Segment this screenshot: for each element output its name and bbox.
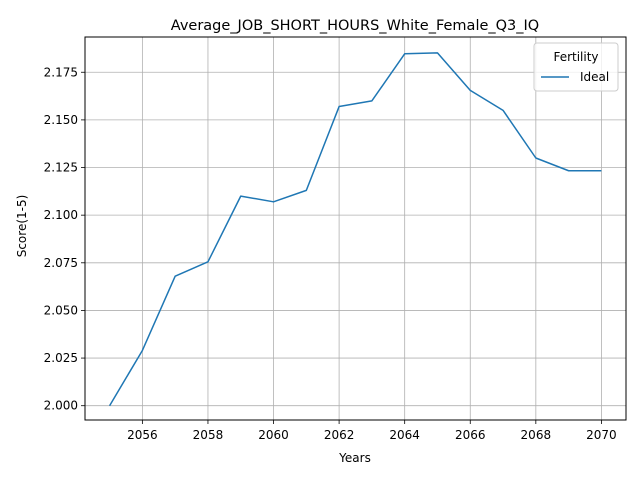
y-tick-label: 2.150 [44,113,78,127]
x-axis-label: Years [338,451,371,465]
x-tick-label: 2068 [521,428,552,442]
grid [85,37,626,420]
y-tick-label: 2.000 [44,399,78,413]
x-tick-label: 2070 [586,428,617,442]
y-tick-label: 2.050 [44,303,78,317]
y-axis-ticks: 2.000 2.025 2.050 2.075 2.100 2.125 2.150 2.175 [44,65,85,413]
chart-title: Average_JOB_SHORT_HOURS_White_Female_Q3_… [171,18,539,34]
plot-area-frame [84,36,627,421]
x-tick-label: 2064 [389,428,420,442]
x-axis-ticks: 2056 2058 2060 2062 2064 2066 2068 2070 [127,420,617,442]
x-tick-label: 2056 [127,428,158,442]
y-tick-label: 2.025 [44,351,78,365]
y-tick-label: 2.075 [44,256,78,270]
legend-box [533,42,619,92]
x-tick-label: 2060 [258,428,289,442]
x-tick-label: 2058 [193,428,224,442]
series-layer [108,52,602,407]
x-tick-label: 2062 [324,428,355,442]
series-line-ideal [108,52,602,407]
legend-title: Fertility [553,50,598,64]
legend: Fertility Ideal [533,42,619,92]
legend-label-ideal: Ideal [580,70,609,84]
x-tick-label: 2066 [455,428,486,442]
y-axis-label: Score(1-5) [15,195,29,258]
y-tick-label: 2.100 [44,208,78,222]
y-tick-label: 2.125 [44,161,78,175]
y-tick-label: 2.175 [44,65,78,79]
